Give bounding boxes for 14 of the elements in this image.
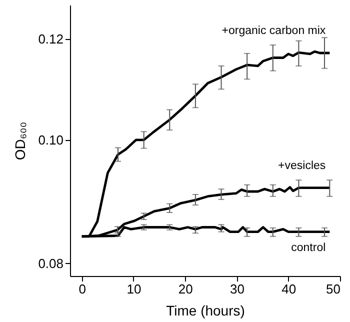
series-label: control (291, 242, 326, 254)
series-label: +vesicles (278, 160, 326, 172)
y-axis-title: OD₆₀₀ (12, 122, 28, 160)
x-tick-label: 10 (126, 282, 142, 296)
x-tick-label: 30 (230, 282, 244, 296)
x-tick-label: 50 (326, 282, 340, 296)
y-tick-label: 0.10 (38, 132, 64, 148)
y-tick-label: 0.12 (38, 31, 64, 46)
x-tick-label: 20 (178, 282, 193, 296)
y-tick-label: 0.08 (38, 256, 64, 271)
series-label: +organic carbon mix (222, 25, 326, 37)
x-tick-label: 0 (78, 282, 86, 296)
x-axis-title: Time (hours) (166, 302, 245, 318)
x-tick-label: 40 (282, 282, 296, 296)
